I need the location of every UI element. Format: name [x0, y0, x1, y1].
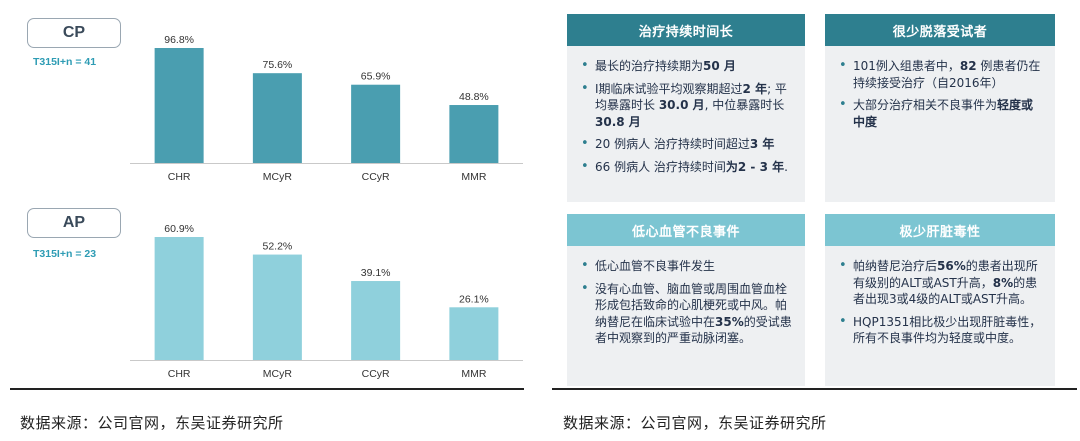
- card-bullet: 最长的治疗持续期为50 月: [581, 58, 793, 75]
- source-right: 数据来源：公司官网，东吴证券研究所: [563, 414, 827, 432]
- ap-bar-chart: 60.9% CHR 52.2% MCyR 39.1% CCyR 26.1% MMR: [130, 223, 523, 380]
- card-list: 最长的治疗持续期为50 月 I期临床试验平均观察期超过2 年; 平均暴露时长 30…: [567, 46, 805, 175]
- card-title: 低心血管不良事件: [567, 214, 805, 246]
- charts-panel: CP T315I+n = 41 96.8% CHR 75.6% MCyR 65.9% CC…: [0, 0, 530, 432]
- card-treatment-duration: 治疗持续时间长 最长的治疗持续期为50 月 I期临床试验平均观察期超过2 年; 平…: [567, 14, 805, 202]
- x-tick-label: MMR: [461, 368, 486, 380]
- data-label: 75.6%: [262, 59, 292, 71]
- cards-area: 治疗持续时间长 最长的治疗持续期为50 月 I期临床试验平均观察期超过2 年; 平…: [567, 14, 1062, 386]
- ap-chart-block: AP T315I+n = 23 60.9% CHR 52.2% MCyR 39.1% CC…: [0, 198, 530, 383]
- x-tick-label: CCyR: [362, 171, 390, 183]
- data-label: 60.9%: [164, 223, 194, 235]
- x-tick-label: MCyR: [263, 368, 293, 380]
- card-bullet: 101例入组患者中，82 例患者仍在持续接受治疗（自2016年）: [839, 58, 1043, 91]
- x-tick-label: MMR: [461, 171, 486, 183]
- data-label: 96.8%: [164, 34, 194, 46]
- cp-bar-chart: 96.8% CHR 75.6% MCyR 65.9% CCyR 48.8% MMR: [130, 34, 523, 183]
- x-tick-label: CHR: [168, 368, 191, 380]
- bar-mmr: [449, 105, 499, 163]
- bar-ccyr: [351, 281, 401, 360]
- card-bullet: 低心血管不良事件发生: [581, 258, 793, 275]
- ap-subtitle: T315I+n = 23: [33, 248, 97, 260]
- card-bullet: 没有心血管、脑血管或周围血管血栓形成包括致命的心肌梗死或中风。帕纳替尼在临床试验…: [581, 281, 793, 347]
- card-bullet: 20 例病人 治疗持续时间超过3 年: [581, 136, 793, 153]
- x-tick-label: CCyR: [362, 368, 390, 380]
- bottom-rule-left: [10, 388, 524, 390]
- data-label: 39.1%: [361, 267, 391, 279]
- cp-chart-block: CP T315I+n = 41 96.8% CHR 75.6% MCyR 65.9% CC…: [0, 0, 530, 185]
- source-left: 数据来源：公司官网，东吴证券研究所: [20, 414, 284, 432]
- data-label: 65.9%: [361, 71, 391, 83]
- card-list: 低心血管不良事件发生没有心血管、脑血管或周围血管血栓形成包括致命的心肌梗死或中风…: [567, 246, 805, 347]
- card-low-liver-toxicity: 极少肝脏毒性 帕纳替尼治疗后56%的患者出现所有级别的ALT或AST升高，8%的…: [825, 214, 1055, 386]
- cp-subtitle: T315I+n = 41: [33, 56, 97, 68]
- card-few-dropouts: 很少脱落受试者 101例入组患者中，82 例患者仍在持续接受治疗（自2016年）…: [825, 14, 1055, 202]
- bar-mcyr: [252, 254, 302, 360]
- data-label: 48.8%: [459, 91, 489, 103]
- card-bullet: HQP1351相比极少出现肝脏毒性，所有不良事件均为轻度或中度。: [839, 314, 1043, 347]
- bar-chr: [154, 48, 204, 163]
- cp-tag: CP: [27, 18, 121, 48]
- x-tick-label: MCyR: [263, 171, 293, 183]
- info-panel: 治疗持续时间长 最长的治疗持续期为50 月 I期临床试验平均观察期超过2 年; 平…: [549, 0, 1080, 441]
- card-title: 治疗持续时间长: [567, 14, 805, 46]
- card-bullet: 帕纳替尼治疗后56%的患者出现所有级别的ALT或AST升高，8%的患者出现3或4…: [839, 258, 1043, 308]
- card-title: 极少肝脏毒性: [825, 214, 1055, 246]
- x-tick-label: CHR: [168, 171, 191, 183]
- card-bullet: 66 例病人 治疗持续时间为2 - 3 年.: [581, 159, 793, 176]
- bar-chr: [154, 237, 204, 360]
- card-bullet: I期临床试验平均观察期超过2 年; 平均暴露时长 30.0 月, 中位暴露时长 …: [581, 81, 793, 131]
- data-label: 26.1%: [459, 293, 489, 305]
- bottom-rule-right: [552, 388, 1077, 390]
- data-label: 52.2%: [262, 241, 292, 253]
- card-list: 帕纳替尼治疗后56%的患者出现所有级别的ALT或AST升高，8%的患者出现3或4…: [825, 246, 1055, 347]
- card-low-cardio-events: 低心血管不良事件 低心血管不良事件发生没有心血管、脑血管或周围血管血栓形成包括致…: [567, 214, 805, 386]
- bar-mcyr: [252, 73, 302, 163]
- card-title: 很少脱落受试者: [825, 14, 1055, 46]
- card-list: 101例入组患者中，82 例患者仍在持续接受治疗（自2016年） 大部分治疗相关不…: [825, 46, 1055, 130]
- bar-mmr: [449, 307, 499, 360]
- bar-ccyr: [351, 84, 401, 163]
- card-bullet: 大部分治疗相关不良事件为轻度或中度: [839, 97, 1043, 130]
- ap-tag: AP: [27, 208, 121, 238]
